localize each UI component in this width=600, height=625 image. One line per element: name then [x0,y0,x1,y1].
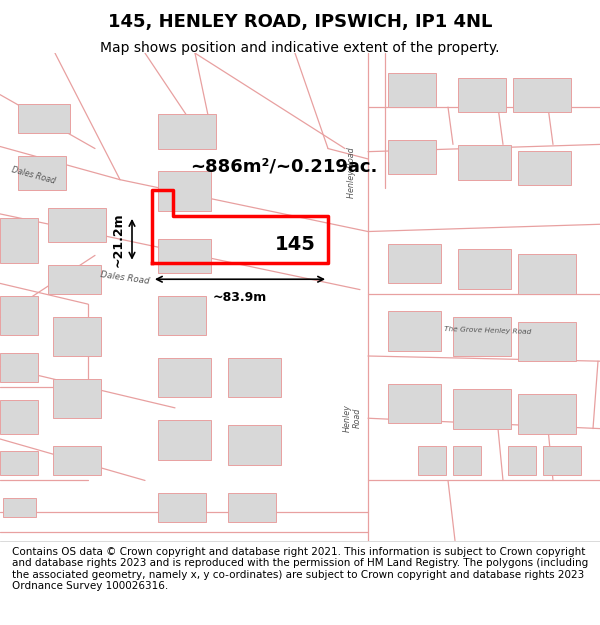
Bar [388,73,436,107]
Bar [0,353,38,382]
Bar [228,358,281,398]
Text: Dales Road: Dales Road [10,166,56,186]
Bar [0,451,38,475]
Bar [228,426,281,465]
Bar [518,151,571,185]
Bar [158,420,211,460]
Text: The Grove Henley Road: The Grove Henley Road [445,326,532,334]
Bar [388,140,436,174]
Bar [158,171,211,211]
Text: Map shows position and indicative extent of the property.: Map shows position and indicative extent… [100,41,500,56]
Text: ~83.9m: ~83.9m [213,291,267,304]
Bar [0,296,38,335]
Bar [388,311,441,351]
Bar [48,265,101,294]
Bar [158,493,206,522]
Text: Contains OS data © Crown copyright and database right 2021. This information is : Contains OS data © Crown copyright and d… [12,546,588,591]
Text: 145, HENLEY ROAD, IPSWICH, IP1 4NL: 145, HENLEY ROAD, IPSWICH, IP1 4NL [108,13,492,31]
Text: Henley Road: Henley Road [347,147,356,198]
Bar [513,78,571,112]
Bar [418,446,446,475]
Bar [518,254,576,294]
Bar [18,156,66,190]
Bar [453,446,481,475]
Bar [458,249,511,289]
Bar [388,384,441,423]
Bar [0,218,38,262]
Text: Dales Road: Dales Road [100,270,150,286]
Bar [158,358,211,398]
Bar [543,446,581,475]
Bar [518,394,576,434]
Text: ~886m²/~0.219ac.: ~886m²/~0.219ac. [190,158,377,176]
Bar [53,379,101,418]
Bar [3,498,36,517]
Text: Henley
Road: Henley Road [342,404,362,432]
Bar [158,114,216,149]
Bar [458,78,506,112]
Bar [53,317,101,356]
Bar [53,446,101,475]
Bar [388,244,441,283]
Bar [158,296,206,335]
Bar [518,322,576,361]
Bar [228,493,276,522]
Text: ~21.2m: ~21.2m [112,212,125,267]
Bar [453,317,511,356]
Bar [48,208,106,242]
Bar [0,399,38,434]
Bar [158,239,211,273]
Text: 145: 145 [275,236,316,254]
Bar [508,446,536,475]
Bar [458,146,511,179]
Bar [453,389,511,429]
Bar [18,104,70,133]
